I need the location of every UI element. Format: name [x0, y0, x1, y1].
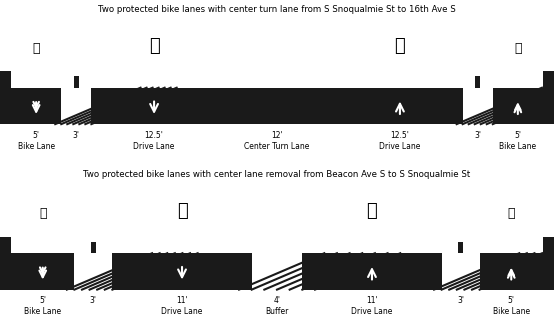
Bar [302, 253, 442, 290]
Text: 5'
Bike Lane: 5' Bike Lane [499, 131, 536, 151]
Text: 3': 3' [73, 131, 80, 140]
Text: 12.5'
Drive Lane: 12.5' Drive Lane [379, 131, 420, 151]
Bar [0, 71, 11, 88]
Bar [112, 253, 252, 290]
Bar [217, 88, 337, 124]
Text: 🚗: 🚗 [148, 37, 160, 55]
Text: 3': 3' [457, 296, 464, 305]
Text: 4'
Buffer: 4' Buffer [265, 296, 289, 316]
Bar [543, 237, 554, 253]
Bar [543, 253, 554, 290]
Bar [543, 71, 554, 88]
Text: 🚗: 🚗 [177, 202, 187, 220]
Text: 11'
Drive Lane: 11' Drive Lane [161, 296, 203, 316]
Text: 🚗: 🚗 [367, 202, 377, 220]
Bar [337, 88, 463, 124]
Text: Two protected bike lanes with center turn lane from S Snoqualmie St to 16th Ave : Two protected bike lanes with center tur… [98, 5, 456, 14]
Text: 🚴: 🚴 [33, 42, 40, 55]
Bar [61, 88, 91, 124]
Bar [475, 76, 480, 88]
Text: 🚴: 🚴 [39, 207, 47, 220]
Bar [493, 88, 543, 124]
Bar [463, 88, 493, 124]
Bar [11, 88, 61, 124]
Bar [0, 253, 11, 290]
Text: 5'
Bike Lane: 5' Bike Lane [493, 296, 530, 316]
Bar [0, 237, 11, 253]
Text: 12'
Center Turn Lane: 12' Center Turn Lane [244, 131, 310, 151]
Text: 12.5'
Drive Lane: 12.5' Drive Lane [134, 131, 175, 151]
Bar [480, 253, 543, 290]
Bar [91, 242, 96, 253]
Bar [543, 88, 554, 124]
Bar [442, 253, 480, 290]
Bar [11, 253, 74, 290]
Text: 5'
Bike Lane: 5' Bike Lane [18, 131, 55, 151]
Text: 5'
Bike Lane: 5' Bike Lane [24, 296, 61, 316]
Text: 🚗: 🚗 [394, 37, 406, 55]
Text: 🚴: 🚴 [514, 42, 521, 55]
Text: 🚴: 🚴 [507, 207, 515, 220]
Text: 3': 3' [90, 296, 97, 305]
Text: Two protected bike lanes with center lane removal from Beacon Ave S to S Snoqual: Two protected bike lanes with center lan… [83, 170, 471, 179]
Text: 11'
Drive Lane: 11' Drive Lane [351, 296, 393, 316]
Bar [74, 253, 112, 290]
Bar [458, 242, 463, 253]
Text: 3': 3' [474, 131, 481, 140]
Bar [91, 88, 217, 124]
Bar [0, 88, 11, 124]
Bar [252, 253, 302, 290]
Bar [74, 76, 79, 88]
